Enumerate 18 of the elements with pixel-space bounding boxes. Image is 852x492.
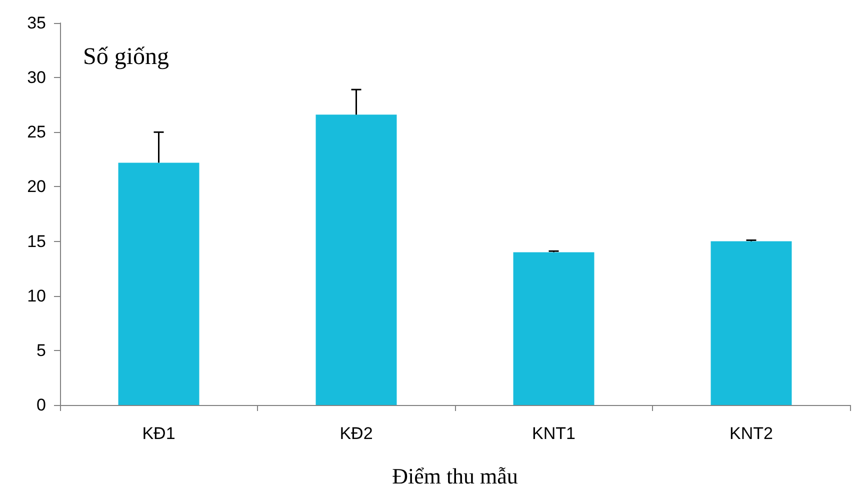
x-axis-title: Điểm thu mẫu xyxy=(392,464,518,488)
bar xyxy=(710,241,792,405)
y-tick-label: 10 xyxy=(27,286,46,306)
x-tick-label: KĐ2 xyxy=(340,424,373,443)
x-tick-label: KNT1 xyxy=(532,424,576,443)
y-tick-label: 25 xyxy=(27,122,46,142)
y-tick-label: 30 xyxy=(27,68,46,88)
y-tick-label: 35 xyxy=(27,14,46,32)
x-tick-label: KNT2 xyxy=(730,424,773,443)
bar xyxy=(316,114,397,405)
y-axis-title: Số giống xyxy=(83,44,170,70)
y-tick-label: 20 xyxy=(27,177,46,196)
y-tick-label: 0 xyxy=(36,396,46,414)
y-tick-label: 5 xyxy=(36,340,46,360)
y-tick-label: 15 xyxy=(27,232,46,251)
bar xyxy=(118,162,200,405)
bar xyxy=(513,252,594,405)
x-tick-label: KĐ1 xyxy=(142,424,176,443)
